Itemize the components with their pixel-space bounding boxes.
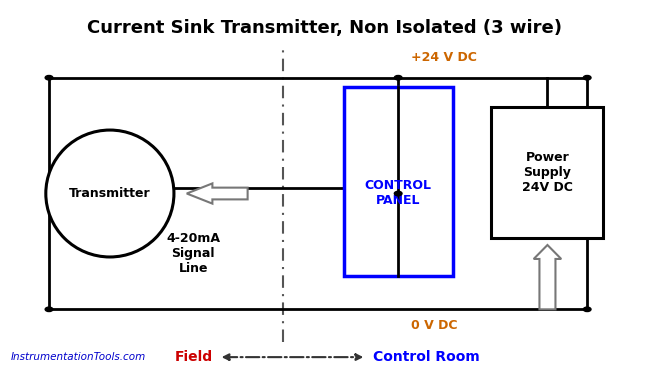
Circle shape: [395, 76, 402, 80]
Bar: [491, 107, 603, 238]
Text: Field: Field: [175, 350, 212, 364]
Text: Power
Supply
24V DC: Power Supply 24V DC: [522, 151, 573, 194]
Circle shape: [395, 191, 402, 196]
Bar: [344, 87, 452, 276]
FancyArrow shape: [187, 183, 248, 204]
Text: Current Sink Transmitter, Non Isolated (3 wire): Current Sink Transmitter, Non Isolated (…: [87, 19, 562, 37]
Circle shape: [583, 76, 591, 80]
Text: CONTROL
PANEL: CONTROL PANEL: [365, 179, 432, 206]
Text: 0 V DC: 0 V DC: [411, 319, 458, 332]
Ellipse shape: [46, 130, 174, 257]
Circle shape: [45, 307, 53, 312]
Text: Control Room: Control Room: [373, 350, 480, 364]
Text: Transmitter: Transmitter: [69, 187, 151, 200]
Circle shape: [583, 307, 591, 312]
Text: 4-20mA
Signal
Line: 4-20mA Signal Line: [166, 232, 220, 275]
FancyArrow shape: [533, 245, 561, 309]
Text: +24 V DC: +24 V DC: [411, 51, 477, 64]
Text: InstrumentationTools.com: InstrumentationTools.com: [10, 352, 146, 362]
Circle shape: [45, 76, 53, 80]
